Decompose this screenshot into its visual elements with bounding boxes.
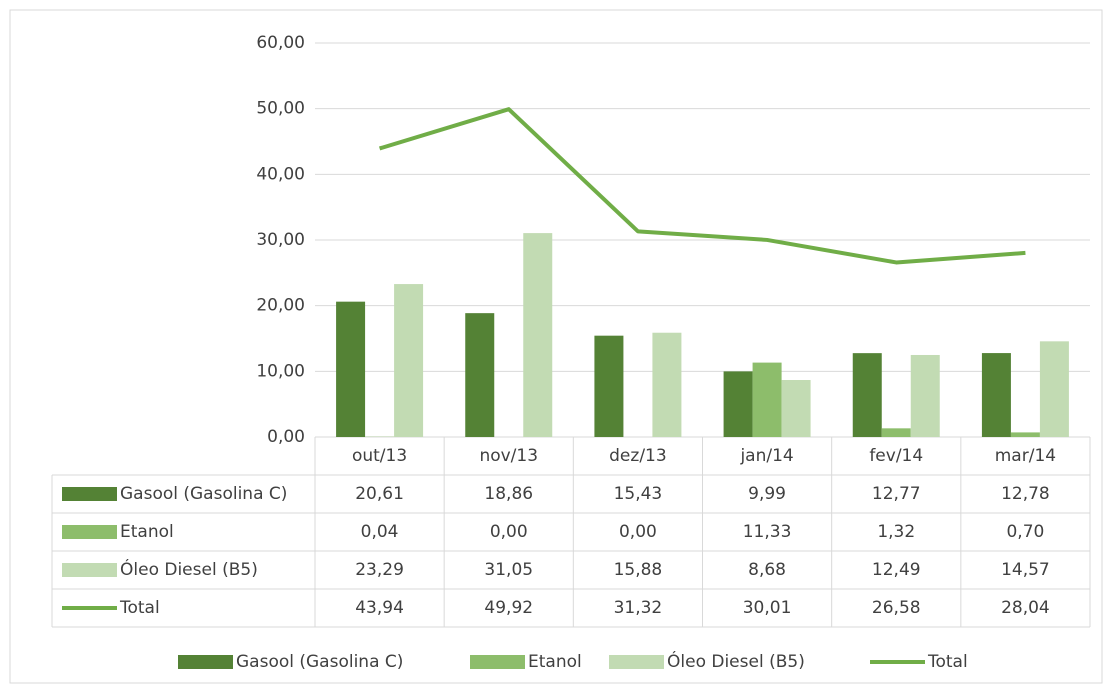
table-cell: 12,49 [872, 560, 921, 580]
table-cell: 20,61 [355, 484, 404, 504]
table-row-label: Gasool (Gasolina C) [120, 484, 287, 504]
bar [652, 332, 682, 437]
table-cell: 9,99 [748, 484, 786, 504]
table-cell: 30,01 [743, 598, 792, 618]
bar [1039, 341, 1069, 437]
table-cell: 12,77 [872, 484, 921, 504]
table-cell: 0,00 [490, 522, 528, 542]
y-tick-label: 50,00 [256, 99, 305, 119]
x-tick-label: out/13 [352, 446, 407, 466]
table-cell: 15,43 [614, 484, 663, 504]
table-row-label: Total [119, 598, 160, 618]
y-tick-label: 0,00 [267, 427, 305, 447]
x-tick-label: mar/14 [995, 446, 1056, 466]
x-tick-label: dez/13 [609, 446, 667, 466]
table-cell: 31,32 [614, 598, 663, 618]
table-cell: 26,58 [872, 598, 921, 618]
x-tick-label: jan/14 [739, 446, 793, 466]
bar [523, 233, 553, 437]
table-cell: 31,05 [484, 560, 533, 580]
bar [336, 301, 366, 437]
legend-key [470, 655, 525, 669]
table-cell: 1,32 [877, 522, 915, 542]
table-cell: 14,57 [1001, 560, 1050, 580]
bar [752, 362, 782, 437]
line-series [379, 107, 1026, 265]
bar [465, 313, 495, 437]
y-tick-label: 40,00 [256, 164, 305, 184]
bar [881, 428, 911, 437]
table-row-label: Etanol [120, 522, 174, 542]
table-cell: 49,92 [484, 598, 533, 618]
table-cell: 11,33 [743, 522, 792, 542]
bar [852, 353, 882, 437]
y-tick-label: 30,00 [256, 230, 305, 250]
table-cell: 18,86 [484, 484, 533, 504]
bar [981, 353, 1011, 437]
legend-label: Óleo Diesel (B5) [667, 650, 805, 672]
legend-key [609, 655, 664, 669]
table-legend-key [62, 563, 117, 577]
x-tick-label: nov/13 [479, 446, 538, 466]
legend-label: Etanol [528, 652, 582, 672]
y-tick-label: 20,00 [256, 296, 305, 316]
y-tick-label: 10,00 [256, 361, 305, 381]
table-cell: 8,68 [748, 560, 786, 580]
table-cell: 28,04 [1001, 598, 1050, 618]
chart-frame [9, 9, 1103, 684]
bar [1010, 432, 1040, 437]
x-tick-label: fev/14 [869, 446, 923, 466]
bar [594, 335, 624, 437]
bar [723, 371, 753, 437]
table-cell: 0,70 [1006, 522, 1044, 542]
bar [394, 284, 424, 437]
table-cell: 43,94 [355, 598, 404, 618]
table-cell: 12,78 [1001, 484, 1050, 504]
table-legend-key [62, 525, 117, 539]
table-cell: 0,04 [361, 522, 399, 542]
legend-label: Gasool (Gasolina C) [236, 652, 403, 672]
table-row-label: Óleo Diesel (B5) [120, 558, 258, 580]
table-cell: 0,00 [619, 522, 657, 542]
legend-label: Total [927, 652, 968, 672]
table-legend-key [62, 487, 117, 501]
table-cell: 15,88 [614, 560, 663, 580]
bar [781, 380, 811, 437]
table-cell: 23,29 [355, 560, 404, 580]
bar [910, 354, 940, 437]
y-tick-label: 60,00 [256, 33, 305, 53]
legend-key [178, 655, 233, 669]
